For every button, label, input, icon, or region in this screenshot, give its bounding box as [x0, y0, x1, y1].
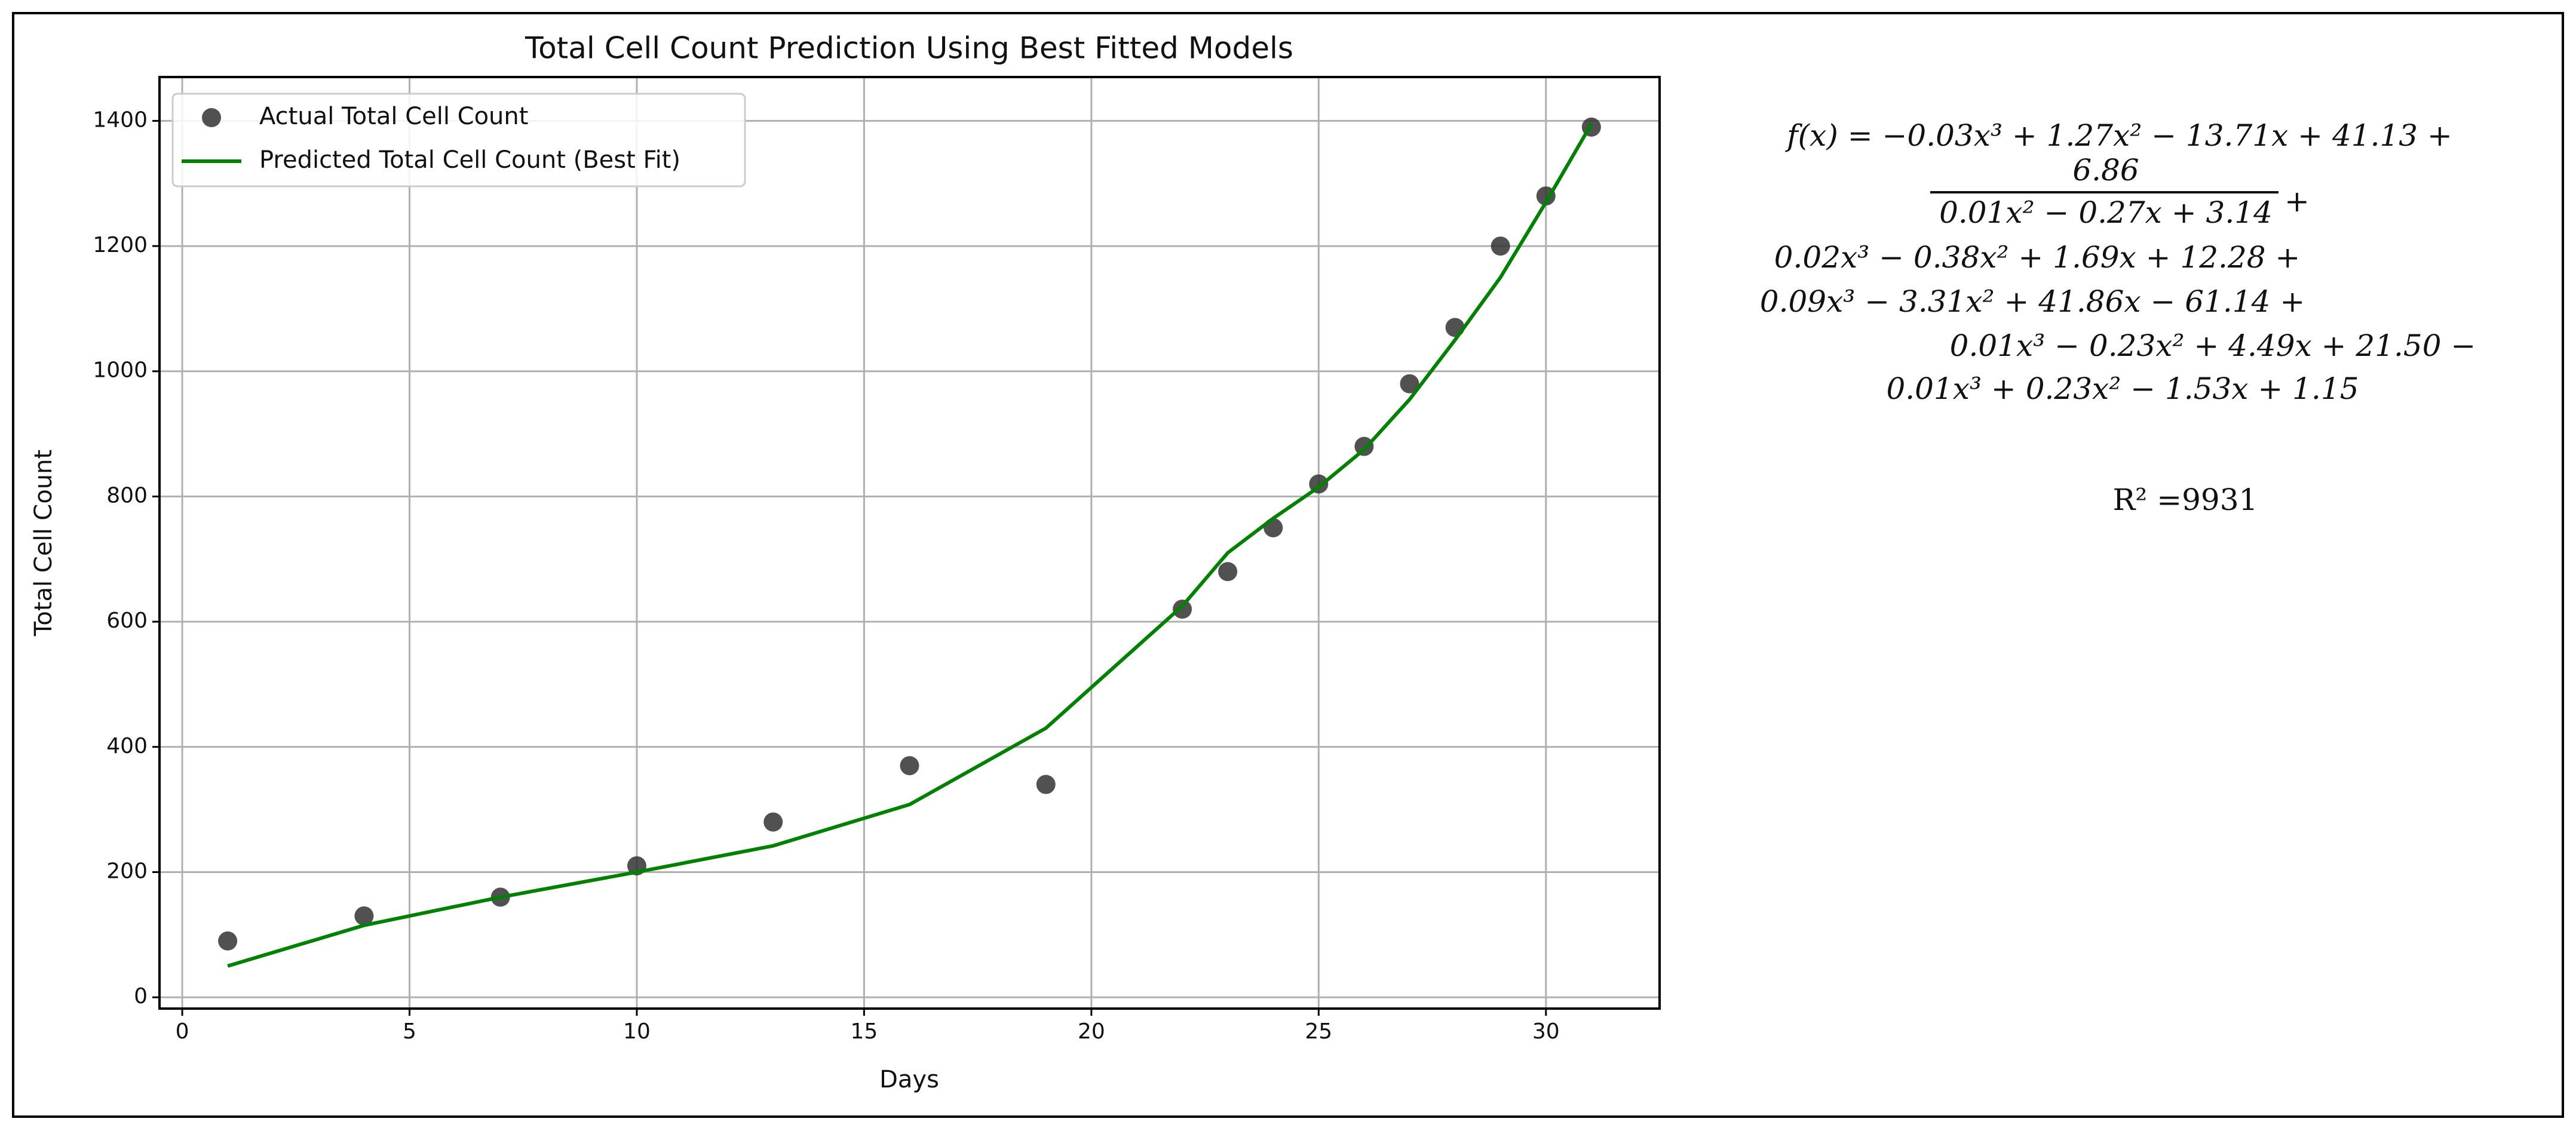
x-tick-label: 5 — [403, 1019, 416, 1044]
equation-line: 0.01x³ − 0.23x² + 4.49x + 21.50 − — [1950, 328, 2476, 363]
equation-numerator: 6.86 — [2072, 153, 2139, 188]
point — [354, 906, 374, 926]
point — [1173, 600, 1192, 619]
x-axis-label: Days — [879, 1066, 939, 1093]
x-tick-label: 25 — [1305, 1019, 1332, 1044]
x-tick-label: 15 — [851, 1019, 878, 1044]
point — [1400, 374, 1419, 394]
y-tick-label: 400 — [106, 734, 148, 758]
point — [1264, 518, 1283, 537]
point — [1218, 562, 1238, 582]
point — [218, 931, 238, 951]
frame — [12, 12, 2564, 1118]
plot-frame — [158, 76, 1661, 1010]
equation-line: 0.02x³ − 0.38x² + 1.69x + 12.28 + — [1774, 240, 2301, 275]
point — [763, 812, 783, 832]
equation-operator: + — [2284, 184, 2310, 219]
x-tick-label: 20 — [1078, 1019, 1105, 1044]
y-tick-label: 1200 — [93, 233, 148, 257]
x-tick-label: 10 — [623, 1019, 651, 1044]
chart-title: Total Cell Count Prediction Using Best F… — [525, 31, 1293, 66]
legend-label: Predicted Total Cell Count (Best Fit) — [259, 146, 680, 174]
y-tick-label: 0 — [134, 984, 148, 1009]
equation: f(x) = −0.03x³ + 1.27x² − 13.71x + 41.13… — [1760, 118, 2476, 517]
legend-label: Actual Total Cell Count — [259, 103, 528, 130]
legend: Actual Total Cell Count Predicted Total C… — [171, 93, 746, 188]
equation-line: f(x) = −0.03x³ + 1.27x² − 13.71x + 41.13… — [1784, 118, 2452, 153]
legend-swatch — [202, 108, 221, 127]
y-tick-label: 1400 — [93, 107, 148, 132]
y-tick-label: 1000 — [93, 358, 148, 383]
point — [1491, 236, 1510, 256]
y-tick-label: 200 — [106, 859, 148, 883]
point — [900, 756, 919, 776]
x-tick-label: 0 — [176, 1019, 189, 1044]
equation-line: 0.01x³ + 0.23x² − 1.53x + 1.15 — [1886, 371, 2359, 406]
r-squared: R² =9931 — [2113, 482, 2258, 517]
point — [1036, 775, 1056, 794]
y-tick-label: 600 — [106, 608, 148, 633]
y-axis-label: Total Cell Count — [30, 450, 57, 637]
line — [227, 123, 1593, 968]
point — [1445, 318, 1465, 337]
y-tick-label: 800 — [106, 483, 148, 508]
equation-denominator: 0.01x² − 0.27x + 3.14 — [1939, 195, 2273, 230]
equation-line: 0.09x³ − 3.31x² + 41.86x − 61.14 + — [1760, 284, 2305, 319]
x-tick-label: 30 — [1532, 1019, 1560, 1044]
legend-box — [171, 93, 746, 188]
